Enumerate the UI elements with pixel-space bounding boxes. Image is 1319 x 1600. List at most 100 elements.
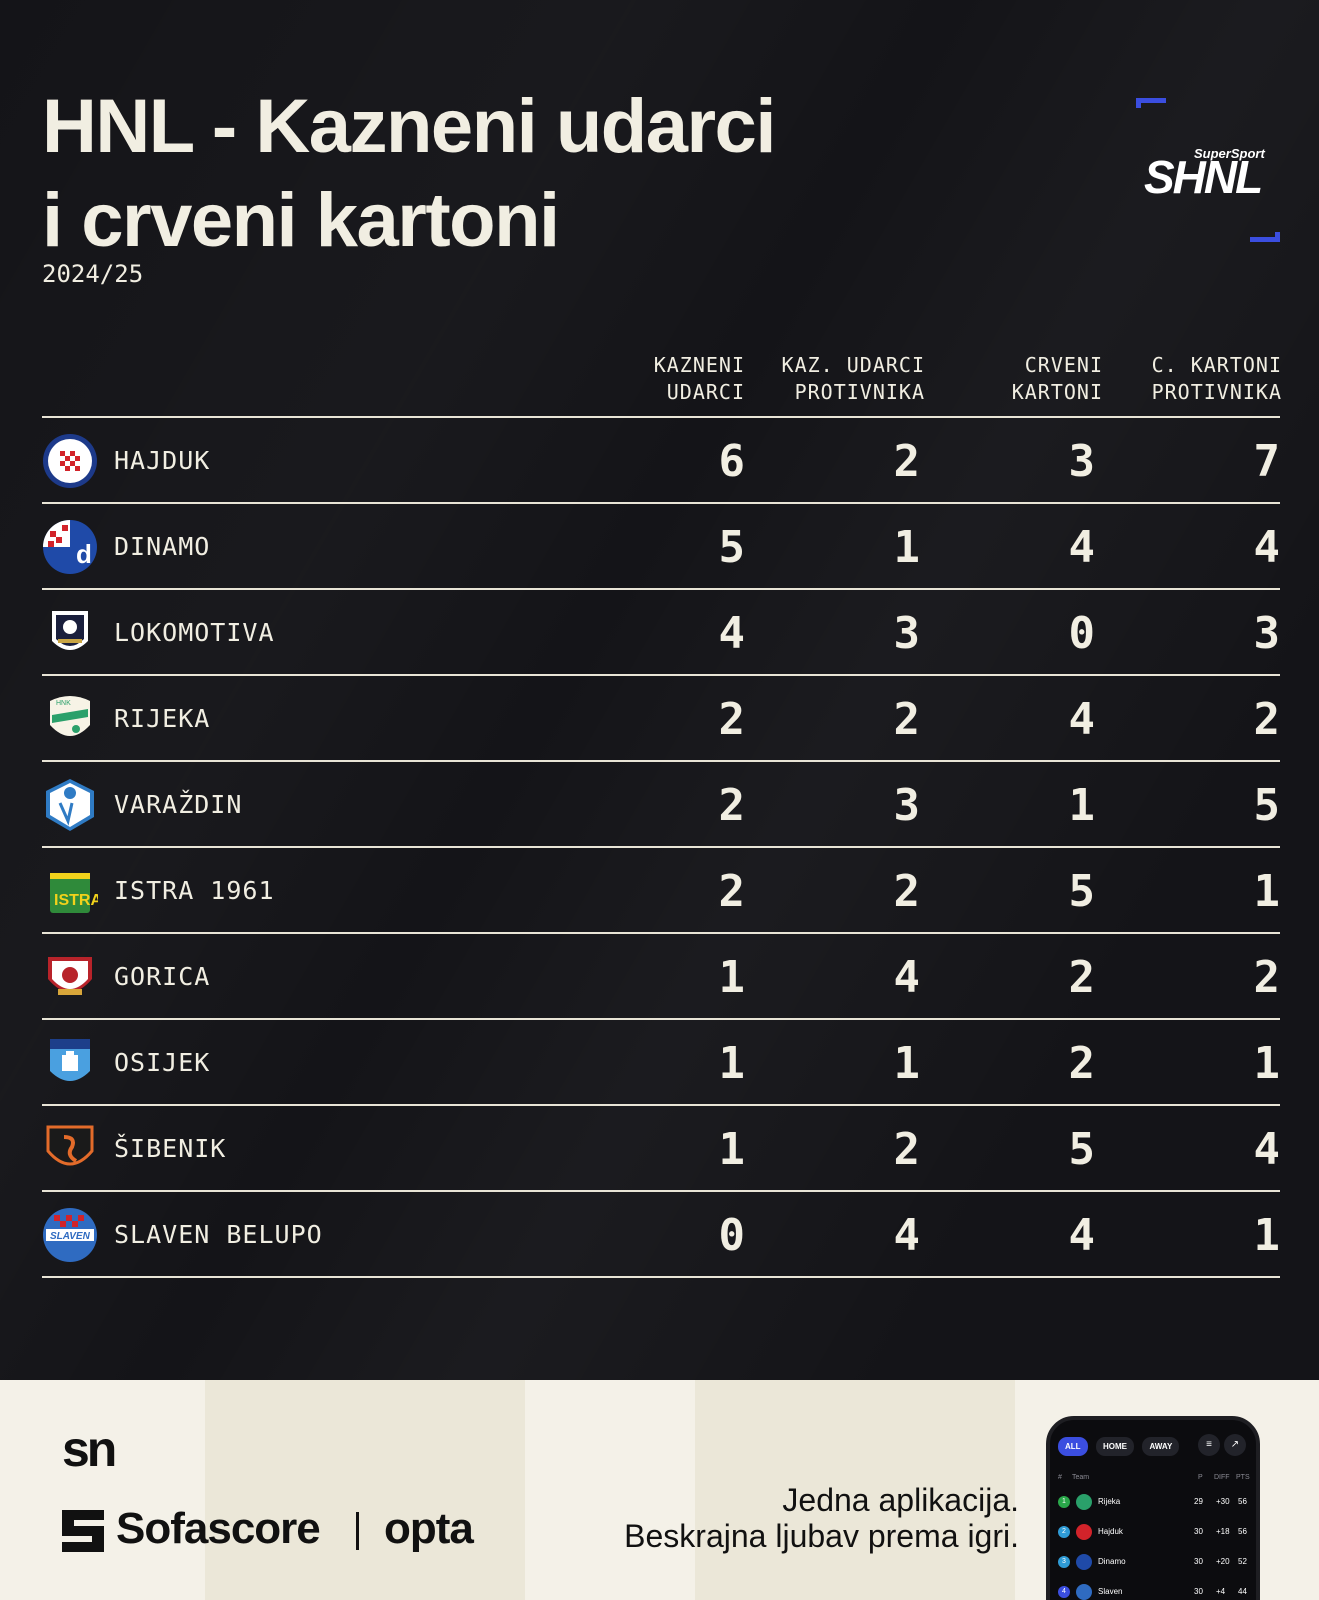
logo-supersport-text: SuperSport bbox=[1194, 146, 1265, 161]
header-divider bbox=[42, 416, 1280, 418]
shnl-logo: SuperSport SHNL bbox=[1136, 98, 1280, 242]
penalties-value: 6 bbox=[718, 436, 746, 487]
table-row: HNK RIJEKA 2 2 4 2 bbox=[42, 676, 1280, 762]
opta-logo-text: opta bbox=[384, 1504, 474, 1553]
opponent-penalties-value: 4 bbox=[893, 952, 921, 1003]
rijeka-crest: HNK bbox=[50, 696, 90, 736]
row-divider bbox=[42, 674, 1280, 676]
row-divider bbox=[42, 760, 1280, 762]
opponent-penalties-value: 4 bbox=[893, 1210, 921, 1261]
team-name: RIJEKA bbox=[114, 704, 211, 733]
opponent-red-cards-value: 3 bbox=[1253, 608, 1281, 659]
phone-tab-all: ALL bbox=[1058, 1437, 1088, 1456]
penalties-value: 2 bbox=[718, 694, 746, 745]
hajduk-crest bbox=[43, 434, 97, 488]
page-title: HNL - Kazneni udarci i crveni kartoni bbox=[42, 80, 862, 268]
background bbox=[0, 0, 1319, 1380]
red-cards-value: 2 bbox=[1068, 1038, 1096, 1089]
row-divider bbox=[42, 1104, 1280, 1106]
phone-rank-badge: 4 bbox=[1058, 1586, 1070, 1598]
phone-diff: +18 bbox=[1216, 1527, 1230, 1536]
table-row: SLAVEN SLAVEN BELUPO 0 4 4 1 bbox=[42, 1192, 1280, 1278]
phone-team-crest-icon bbox=[1076, 1554, 1092, 1570]
title-line-1: HNL - Kazneni udarci bbox=[42, 84, 776, 169]
team-name: ŠIBENIK bbox=[114, 1134, 227, 1163]
opponent-red-cards-value: 4 bbox=[1253, 1124, 1281, 1175]
phone-team-name: Dinamo bbox=[1098, 1557, 1126, 1566]
opponent-penalties-value: 3 bbox=[893, 780, 921, 831]
row-divider bbox=[42, 1190, 1280, 1192]
phone-diff: +30 bbox=[1216, 1497, 1230, 1506]
column-header-opponent-penalties: KAZ. UDARCI PROTIVNIKA bbox=[755, 352, 925, 406]
osijek-crest bbox=[50, 1039, 90, 1081]
table-row: d DINAMO 5 1 4 4 bbox=[42, 504, 1280, 590]
column-header-line: KAZ. UDARCI bbox=[781, 353, 925, 377]
team-name: DINAMO bbox=[114, 532, 211, 561]
table-row: OSIJEK 1 1 2 1 bbox=[42, 1020, 1280, 1106]
phone-table-row: 1 Rijeka 29 +30 56 bbox=[1058, 1492, 1248, 1512]
tagline-line-1: Jedna aplikacija. bbox=[782, 1482, 1019, 1518]
varazdin-crest bbox=[46, 779, 94, 831]
logo-shnl-text: SHNL bbox=[1144, 151, 1263, 203]
team-name: VARAŽDIN bbox=[114, 790, 243, 819]
slaven-crest: SLAVEN bbox=[43, 1208, 97, 1262]
table-row: VARAŽDIN 2 3 1 5 bbox=[42, 762, 1280, 848]
table-row: HAJDUK 6 2 3 7 bbox=[42, 418, 1280, 504]
table-row: ŠIBENIK 1 2 5 4 bbox=[42, 1106, 1280, 1192]
phone-table-row: 2 Hajduk 30 +18 56 bbox=[1058, 1522, 1248, 1542]
red-cards-value: 4 bbox=[1068, 1210, 1096, 1261]
row-divider bbox=[42, 502, 1280, 504]
sofascore-icon bbox=[62, 1510, 104, 1552]
penalties-value: 2 bbox=[718, 866, 746, 917]
svg-text:HNK: HNK bbox=[56, 700, 71, 707]
phone-mockup: ALL HOME AWAY ≡ ↗ # Team P DIFF PTS 1 Rij… bbox=[1046, 1416, 1260, 1600]
sn-logo: sn bbox=[62, 1421, 117, 1477]
column-header-line: CRVENI bbox=[1024, 353, 1103, 377]
column-header-line: UDARCI bbox=[666, 380, 745, 404]
opponent-penalties-value: 2 bbox=[893, 866, 921, 917]
phone-played: 29 bbox=[1194, 1497, 1203, 1506]
team-name: HAJDUK bbox=[114, 446, 211, 475]
filter-icon: ≡ bbox=[1198, 1434, 1220, 1456]
penalties-value: 1 bbox=[718, 952, 746, 1003]
column-header-red-cards: CRVENI KARTONI bbox=[960, 352, 1103, 406]
column-header-opponent-red-cards: C. KARTONI PROTIVNIKA bbox=[1110, 352, 1282, 406]
team-name: LOKOMOTIVA bbox=[114, 618, 275, 647]
table-row: ISTRA ISTRA 1961 2 2 5 1 bbox=[42, 848, 1280, 934]
phone-head-points: PTS bbox=[1236, 1474, 1250, 1481]
svg-text:ISTRA: ISTRA bbox=[54, 892, 98, 909]
column-header-line: KAZNENI bbox=[653, 353, 745, 377]
logo-divider bbox=[356, 1512, 359, 1550]
phone-tab-away: AWAY bbox=[1142, 1437, 1180, 1456]
phone-diff: +20 bbox=[1216, 1557, 1230, 1566]
red-cards-value: 5 bbox=[1068, 1124, 1096, 1175]
title-line-2: i crveni kartoni bbox=[42, 178, 560, 263]
phone-played: 30 bbox=[1194, 1557, 1203, 1566]
phone-played: 30 bbox=[1194, 1527, 1203, 1536]
column-header-line: C. KARTONI bbox=[1151, 353, 1282, 377]
opponent-red-cards-value: 1 bbox=[1253, 866, 1281, 917]
phone-points: 56 bbox=[1238, 1497, 1247, 1506]
phone-head-diff: DIFF bbox=[1214, 1474, 1230, 1481]
tagline-line-2: Beskrajna ljubav prema igri. bbox=[624, 1518, 1019, 1554]
gorica-crest bbox=[48, 957, 92, 995]
opponent-red-cards-value: 5 bbox=[1253, 780, 1281, 831]
team-name: OSIJEK bbox=[114, 1048, 211, 1077]
phone-team-name: Rijeka bbox=[1098, 1497, 1121, 1506]
opponent-penalties-value: 3 bbox=[893, 608, 921, 659]
phone-tabs: ALL HOME AWAY bbox=[1058, 1436, 1183, 1456]
logo-corner-top-left bbox=[1136, 98, 1166, 108]
column-header-line: PROTIVNIKA bbox=[1151, 380, 1282, 404]
opponent-penalties-value: 1 bbox=[893, 1038, 921, 1089]
phone-head-rank: # bbox=[1058, 1474, 1062, 1481]
opponent-red-cards-value: 2 bbox=[1253, 952, 1281, 1003]
svg-text:d: d bbox=[76, 539, 92, 569]
table-row: GORICA 1 4 2 2 bbox=[42, 934, 1280, 1020]
phone-rank-badge: 3 bbox=[1058, 1556, 1070, 1568]
sibenik-crest bbox=[46, 1125, 94, 1166]
column-header-line: PROTIVNIKA bbox=[794, 380, 925, 404]
column-header-line: KARTONI bbox=[1011, 380, 1103, 404]
phone-rank-badge: 2 bbox=[1058, 1526, 1070, 1538]
phone-played: 30 bbox=[1194, 1587, 1203, 1596]
istra-crest: ISTRA bbox=[50, 873, 98, 913]
